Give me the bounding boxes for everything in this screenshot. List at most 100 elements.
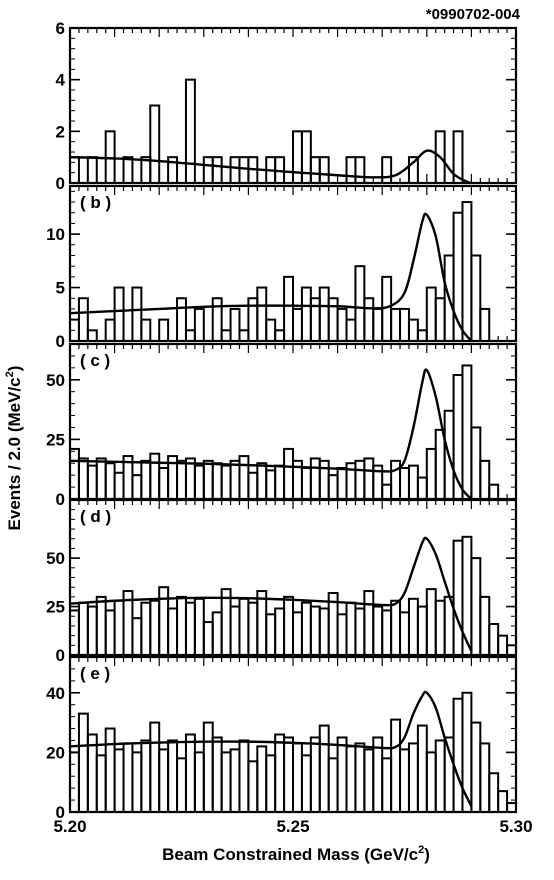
panel-0: 0 2 4 6: [56, 19, 518, 193]
histogram-bin: [256, 462, 268, 501]
x-axis-label: Beam Constrained Mass (GeV/c2): [162, 844, 430, 864]
histogram-bin: [184, 733, 196, 813]
histogram-bin: [229, 605, 241, 656]
y-tick-label: 25: [46, 430, 65, 449]
histogram-bin: [211, 297, 223, 343]
histogram-bin: [229, 307, 241, 342]
histogram-bin: [479, 459, 491, 501]
histogram-bin: [86, 605, 98, 656]
histogram-bin: [104, 462, 116, 501]
histogram-bin: [434, 739, 446, 814]
histogram-bin: [300, 754, 312, 813]
histogram-bin: [176, 459, 187, 501]
x-tick-label: 5.30: [499, 817, 532, 836]
y-tick-label: 0: [56, 803, 65, 822]
fit-curve: [69, 536, 473, 652]
histogram-bin: [283, 595, 294, 656]
histogram-bin: [407, 742, 419, 814]
y-tick-label: 0: [56, 332, 65, 351]
histogram-bin: [434, 130, 446, 184]
histogram-bin: [300, 601, 312, 656]
histogram-bin: [363, 748, 375, 814]
histogram-bin: [470, 721, 482, 813]
histogram-bin: [77, 601, 89, 656]
histogram-bin: [345, 318, 357, 343]
fit-curve: [69, 368, 473, 500]
histogram-bin: [274, 329, 286, 342]
histogram-bin: [149, 452, 161, 501]
histogram-bin: [86, 464, 98, 501]
histogram-bin: [176, 595, 187, 656]
histogram-bin: [452, 130, 464, 184]
x-tick-label: 5.20: [53, 817, 86, 836]
histogram-bin: [265, 318, 277, 343]
histogram-bin: [202, 156, 214, 185]
y-axis-label: Events / 2.0 (MeV/c2): [4, 366, 24, 531]
histogram-bin: [202, 621, 214, 656]
histogram-bin: [167, 607, 179, 656]
histogram-bin: [399, 467, 410, 500]
histogram-bin: [434, 297, 446, 343]
y-tick-label: 6: [56, 19, 65, 38]
histogram-bin: [488, 483, 500, 501]
histogram-bin: [211, 462, 223, 501]
histogram-bin: [211, 736, 223, 814]
panel-label: ( c ): [80, 351, 110, 370]
histogram-bin: [318, 459, 330, 501]
histogram-bin: [434, 428, 446, 501]
panel-3: 0 25 50 ( d ): [46, 498, 518, 665]
histogram-bin: [381, 757, 393, 813]
histogram-bin: [238, 156, 250, 185]
histogram-bin: [300, 286, 312, 343]
histogram-bin: [506, 802, 517, 813]
histogram-bin: [202, 721, 214, 813]
x-tick-label: 5.25: [276, 817, 309, 836]
histogram-bin: [131, 617, 143, 656]
histogram-bin: [425, 447, 437, 500]
histogram-bin: [238, 739, 250, 814]
histogram-bin: [131, 474, 143, 500]
histogram-bin: [363, 457, 375, 501]
panel-1: 0 5 10 ( b ): [46, 184, 518, 351]
histogram-bin: [300, 467, 312, 500]
histogram-bin: [292, 130, 303, 184]
histogram-bin: [318, 156, 330, 185]
histogram-bin: [113, 286, 125, 343]
histogram-bin: [256, 590, 268, 656]
histogram-bin: [69, 156, 80, 185]
histogram-bin: [407, 156, 419, 185]
histogram-bin: [318, 724, 330, 813]
histogram-bin: [131, 751, 143, 814]
histogram-bin: [309, 736, 321, 814]
panel-4: 0 20 40 ( e ): [46, 655, 518, 822]
histogram-bin: [274, 733, 286, 813]
histogram-bin: [372, 307, 384, 342]
histogram-bin: [354, 459, 366, 501]
histogram-bin: [488, 772, 500, 813]
histogram-bin: [193, 751, 205, 814]
histogram-bin: [247, 471, 259, 500]
histogram-bin: [193, 597, 205, 656]
histogram-bin: [149, 721, 161, 813]
histogram-bin: [256, 745, 268, 814]
y-tick-label: 25: [46, 598, 65, 617]
histogram-bin: [497, 790, 509, 814]
histogram-bin: [122, 742, 134, 814]
histogram-bin: [336, 467, 348, 500]
histogram-bin: [407, 464, 419, 501]
histogram-panels: 0 2 4 6 0 5 10 ( b ) 0 25 50 ( c ) 0 25 50 ( d ) 0 20 40 ( …: [46, 19, 518, 822]
histogram-bin: [274, 607, 286, 656]
y-tick-label: 5: [56, 279, 65, 298]
histogram-bin: [479, 742, 491, 814]
histogram-bin: [265, 754, 277, 813]
y-tick-label: 0: [56, 174, 65, 193]
histogram-bin: [77, 457, 89, 501]
histogram-bin: [256, 286, 268, 343]
histogram-bin: [95, 457, 107, 501]
histogram-bin: [184, 329, 196, 342]
histogram-bin: [140, 601, 152, 656]
y-axis-label-sup: 2: [4, 371, 16, 377]
histogram-bin: [416, 329, 428, 342]
histogram-bin: [300, 130, 312, 184]
y-tick-label: 20: [46, 743, 65, 762]
